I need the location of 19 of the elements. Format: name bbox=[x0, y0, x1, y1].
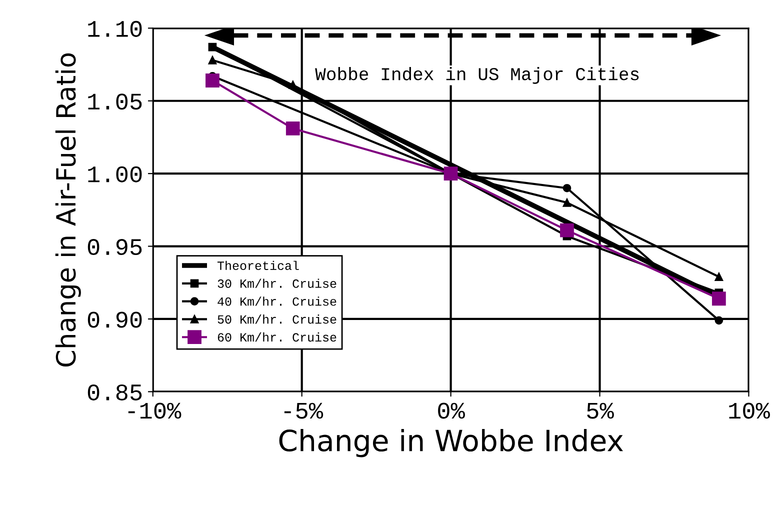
y-tick-label: 0.90 bbox=[88, 312, 142, 328]
x-tick-label: 5% bbox=[587, 402, 614, 419]
x-tick-label: -5% bbox=[284, 402, 324, 419]
y-tick-label: 0.95 bbox=[88, 239, 142, 256]
legend-label: 40 Km/hr. Cruise bbox=[218, 296, 336, 306]
legend-label: 30 Km/hr. Cruise bbox=[218, 278, 336, 288]
x-tick-label: 0% bbox=[438, 402, 465, 419]
y-tick-label: 0.85 bbox=[88, 384, 142, 400]
x-tick-label: 10% bbox=[729, 402, 770, 419]
y-axis-title: Change in Air-Fuel Ratio bbox=[55, 53, 81, 366]
x-tick-label: -10% bbox=[128, 402, 182, 419]
y-tick-label: 1.05 bbox=[88, 94, 142, 110]
legend-label: 50 Km/hr. Cruise bbox=[218, 314, 336, 324]
x-axis-title: Change in Wobbe Index bbox=[279, 428, 623, 458]
y-tick-label: 1.00 bbox=[88, 166, 142, 182]
y-tick-label: 1.10 bbox=[88, 20, 142, 37]
annotation: Wobbe Index in US Major Cities bbox=[315, 67, 639, 84]
legend-label: Theoretical bbox=[217, 260, 299, 270]
legend-label: 60 Km/hr. Cruise bbox=[218, 332, 336, 342]
